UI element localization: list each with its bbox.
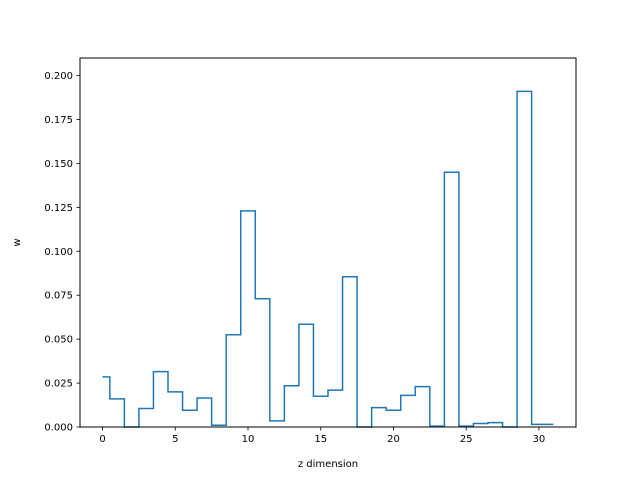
y-tick-label: 0.000: [44, 423, 73, 434]
x-tick-label: 5: [172, 434, 178, 445]
plot-area: [79, 57, 577, 428]
y-tick-label: 0.075: [44, 291, 73, 302]
y-axis: 0.000 0.025 0.050 0.075 0.100 0.125 0.150 0.175…: [44, 71, 80, 434]
y-tick-label: 0.100: [44, 247, 73, 258]
y-tick-label: 0.200: [44, 71, 73, 82]
x-tick-label: 25: [460, 434, 473, 445]
y-tick-label: 0.150: [44, 159, 73, 170]
x-tick-label: 10: [242, 434, 255, 445]
y-tick-label: 0.050: [44, 335, 73, 346]
y-tick-label: 0.125: [44, 203, 73, 214]
y-axis-label: w: [12, 238, 23, 246]
x-axis-label: z dimension: [298, 459, 358, 470]
x-axis: 0 5 10 15 20 25 30: [99, 427, 545, 445]
x-tick-label: 0: [99, 434, 105, 445]
x-tick-label: 15: [314, 434, 327, 445]
plot-frame: [79, 57, 577, 428]
y-tick-label: 0.025: [44, 379, 73, 390]
x-tick-label: 20: [387, 434, 400, 445]
y-tick-label: 0.175: [44, 115, 73, 126]
x-tick-label: 30: [533, 434, 546, 445]
series-step-line: [102, 90, 554, 428]
